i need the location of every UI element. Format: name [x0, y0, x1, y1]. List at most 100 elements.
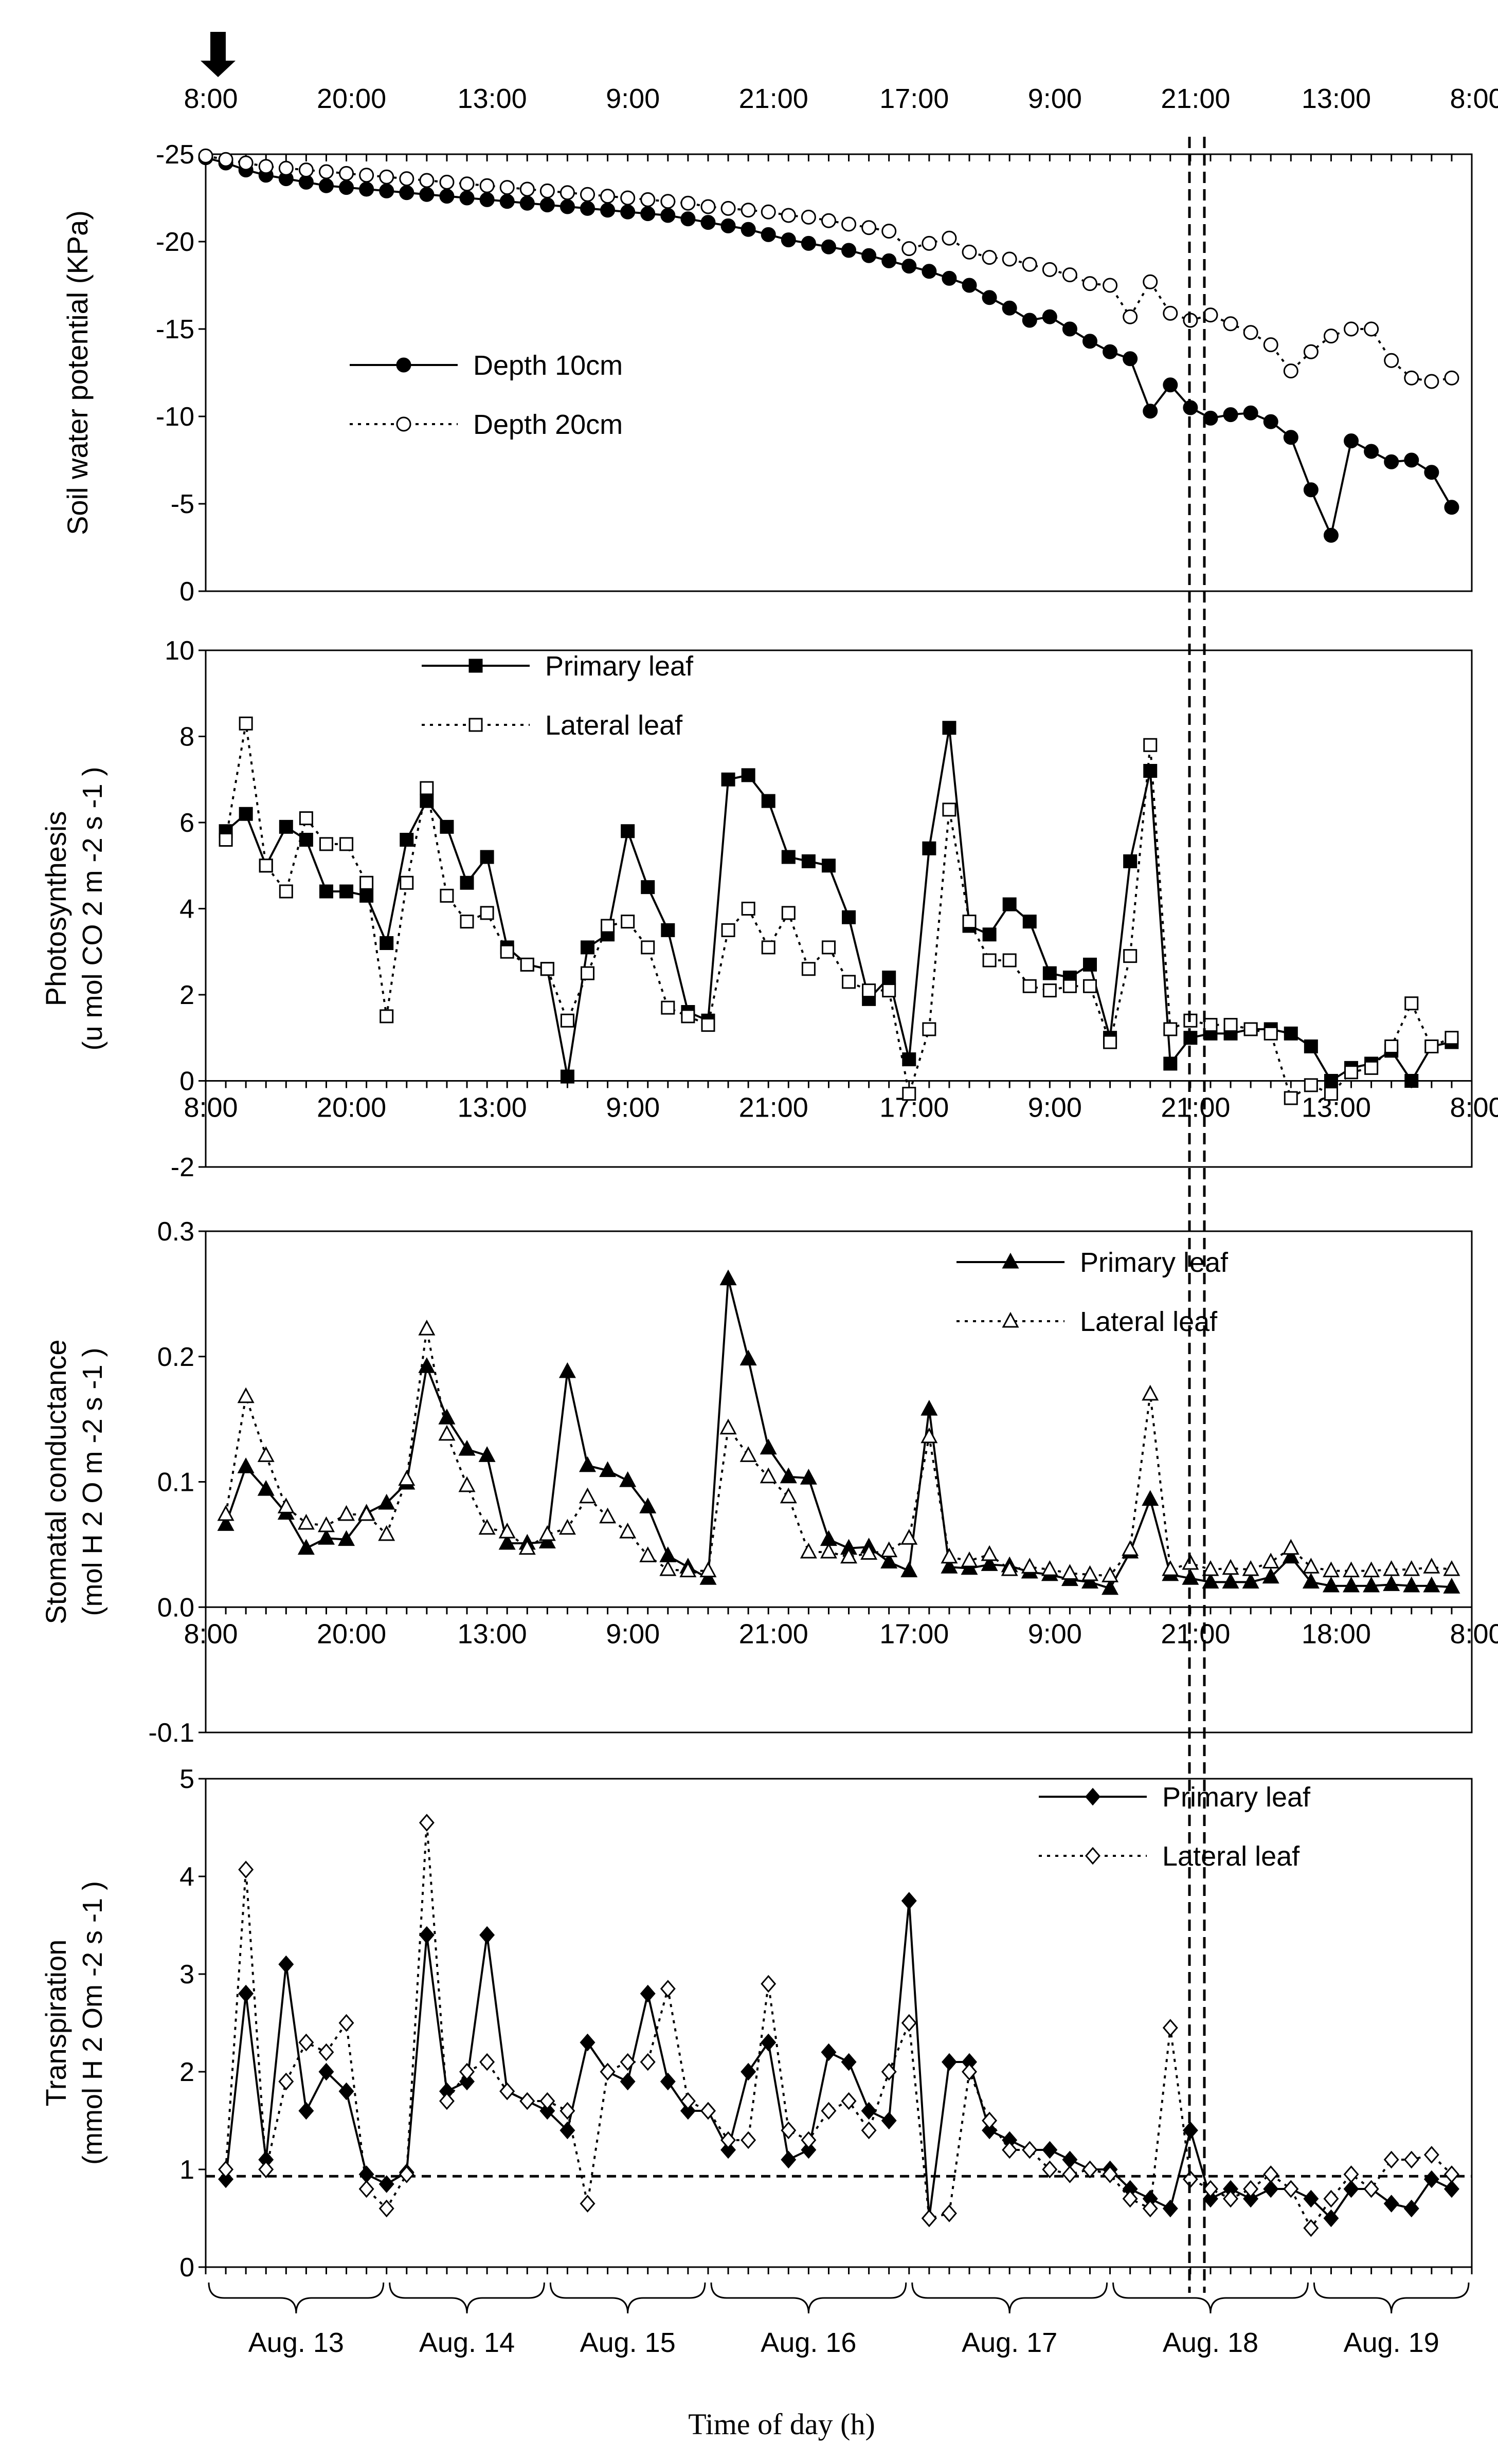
- data-point: [599, 1461, 617, 1477]
- data-point: [659, 1546, 677, 1562]
- data-point: [238, 155, 254, 171]
- data-point: [1081, 1573, 1099, 1589]
- data-point: [400, 833, 414, 847]
- legend-label: Depth 20cm: [473, 409, 623, 440]
- data-point: [942, 270, 957, 286]
- data-point: [700, 215, 716, 230]
- data-point: [680, 2102, 696, 2120]
- data-point: [861, 2102, 877, 2120]
- data-point: [218, 2170, 234, 2188]
- data-point: [458, 1439, 476, 1456]
- data-point: [862, 983, 876, 998]
- data-point: [1263, 337, 1278, 353]
- data-point: [761, 227, 776, 242]
- day-axis: Aug. 13 Aug. 14 Aug. 15 Aug. 16 Aug. 17 Aug. …: [208, 2282, 1470, 2358]
- data-point: [580, 187, 595, 202]
- day-brace: [1313, 2282, 1470, 2314]
- data-point: [1343, 2165, 1359, 2183]
- panel-3: -0.1 0.0 0.1 0.2 0.3 8:00 20:00 13:00 9:00 21:00 1…: [40, 1217, 1498, 1748]
- data-point: [440, 888, 454, 903]
- legend-marker: [1002, 1252, 1019, 1269]
- data-point: [1061, 1564, 1078, 1580]
- data-point: [719, 1418, 737, 1435]
- data-point: [1344, 1065, 1359, 1080]
- data-point: [279, 819, 293, 834]
- data-point: [298, 174, 314, 190]
- data-point: [539, 197, 555, 213]
- data-point: [1042, 2141, 1058, 2159]
- data-point: [399, 185, 414, 200]
- y-tick-label: -5: [171, 489, 194, 519]
- x-tick-label: 21:00: [739, 1618, 808, 1649]
- data-point: [380, 936, 394, 950]
- data-point: [1102, 1579, 1119, 1595]
- data-point: [720, 218, 736, 233]
- y-axis-unit: (u mol CO 2 m -2 s -1 ): [77, 766, 108, 1050]
- data-point: [1203, 1018, 1218, 1032]
- y-axis-unit: (mmol H 2 Om -2 s -1 ): [77, 1881, 108, 2165]
- data-point: [1443, 2165, 1459, 2183]
- data-point: [560, 199, 575, 214]
- data-point: [1042, 262, 1057, 277]
- data-point: [419, 187, 435, 202]
- data-point: [1163, 377, 1178, 393]
- data-point: [1122, 2189, 1138, 2208]
- x-tick-label: 8:00: [184, 1618, 238, 1649]
- x-tick-label: 9:00: [606, 1092, 660, 1123]
- data-point: [439, 2092, 455, 2110]
- data-point: [318, 178, 334, 193]
- day-label: Aug. 16: [761, 2327, 856, 2358]
- data-point: [861, 248, 877, 263]
- data-point: [1283, 2180, 1299, 2198]
- data-point: [439, 189, 455, 204]
- data-point: [1423, 2146, 1439, 2164]
- data-point: [580, 2195, 595, 2213]
- arrow-down-icon: [201, 32, 236, 77]
- data-point: [860, 1544, 878, 1560]
- data-point: [1423, 1576, 1440, 1593]
- data-point: [1283, 363, 1298, 379]
- data-point: [1001, 1560, 1018, 1576]
- data-point: [1282, 1547, 1300, 1564]
- data-point: [498, 1522, 516, 1539]
- data-point: [1202, 2189, 1218, 2208]
- series-line: [225, 1328, 1452, 1577]
- data-point: [1123, 854, 1138, 868]
- legend-label: Lateral leaf: [545, 710, 683, 741]
- data-point: [1343, 1576, 1360, 1593]
- day-label: Aug. 18: [1163, 2327, 1258, 2358]
- data-point: [739, 1446, 757, 1462]
- data-point: [700, 2102, 716, 2120]
- data-point: [238, 1984, 254, 2003]
- data-point: [1284, 1091, 1298, 1105]
- data-point: [1062, 979, 1077, 993]
- data-point: [1002, 2141, 1018, 2159]
- data-point: [922, 235, 937, 251]
- data-point: [579, 1456, 597, 1472]
- data-point: [620, 204, 636, 220]
- data-point: [1445, 1031, 1459, 1045]
- data-point: [902, 1052, 916, 1067]
- data-point: [881, 224, 897, 239]
- data-point: [560, 185, 575, 200]
- data-point: [499, 2082, 515, 2101]
- data-point: [962, 2063, 978, 2081]
- data-point: [581, 966, 595, 980]
- data-point: [982, 927, 997, 942]
- data-point: [278, 160, 294, 176]
- data-point: [1242, 1573, 1259, 1589]
- data-point: [900, 1529, 918, 1545]
- y-tick-label: -15: [156, 315, 194, 344]
- data-point: [439, 174, 455, 190]
- data-point: [861, 2121, 877, 2140]
- data-point: [419, 1926, 435, 1944]
- data-point: [1202, 1560, 1219, 1576]
- data-point: [660, 1980, 676, 1998]
- data-point: [962, 915, 977, 929]
- data-point: [297, 1513, 315, 1530]
- data-point: [1344, 433, 1359, 449]
- data-point: [558, 1362, 576, 1378]
- data-point: [358, 1505, 375, 1521]
- data-point: [901, 1892, 917, 1910]
- data-point: [1303, 2219, 1319, 2237]
